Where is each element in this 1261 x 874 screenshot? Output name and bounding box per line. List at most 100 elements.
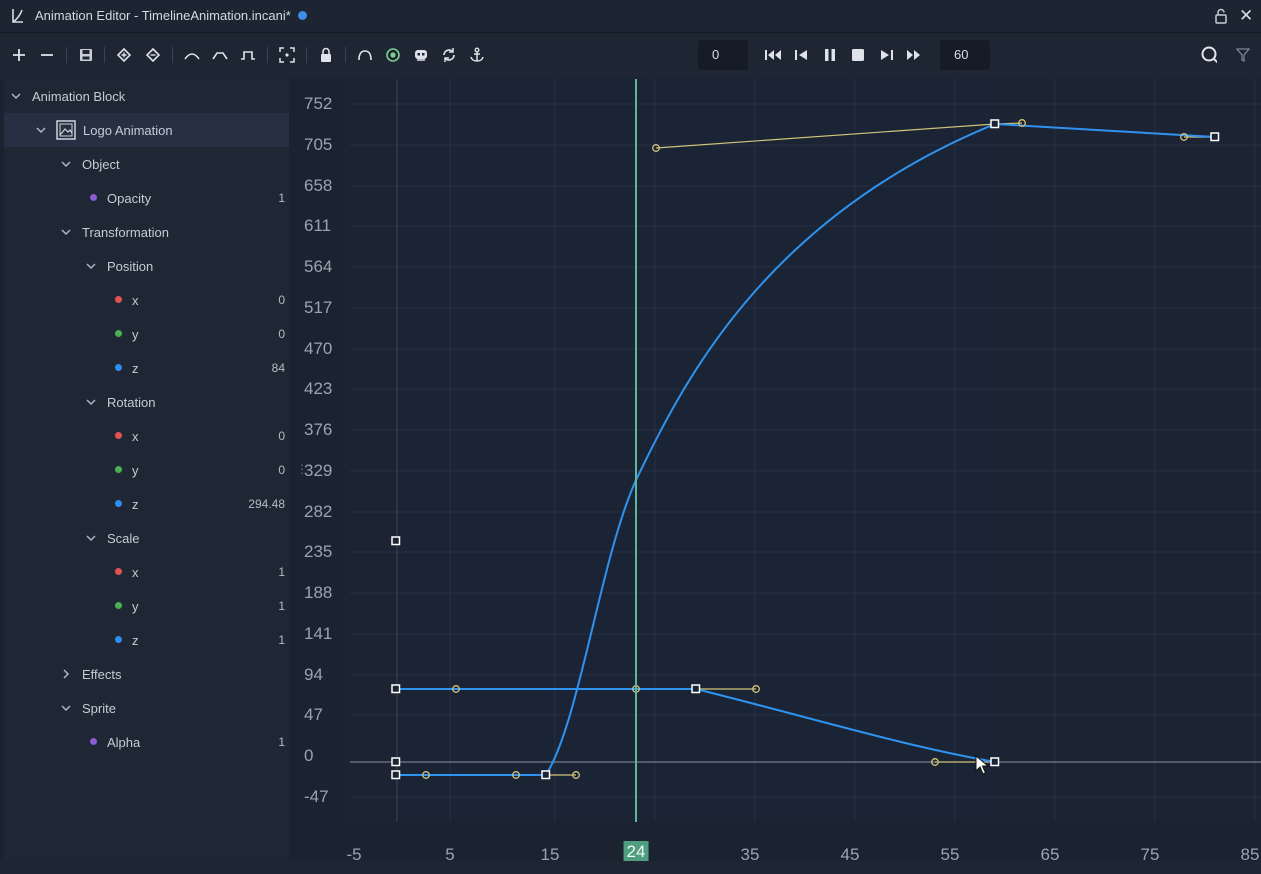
channel-dot-icon [115,432,122,439]
property-value[interactable]: 1 [278,565,285,579]
remove-icon[interactable] [39,47,55,63]
save-icon[interactable] [78,47,94,63]
tree-item-position[interactable]: Position [4,249,289,283]
curve-icon[interactable] [357,47,373,63]
tree-item-label: z [132,633,139,648]
toolbar-separator [306,47,307,63]
tree-item-rotation-x[interactable]: x 0 [4,419,289,453]
chevron-down-icon[interactable] [10,90,22,102]
value-tick-label: 282 [304,502,333,521]
time-tick-label: 15 [540,845,560,864]
tree-item-label: Position [107,259,154,274]
tree-item-transformation[interactable]: Transformation [4,215,289,249]
tree-item-position-x[interactable]: x 0 [4,283,289,317]
image-object-icon [56,120,76,140]
start-frame-input[interactable]: 0 [698,40,748,70]
loop-icon[interactable] [441,47,457,63]
chevron-down-icon[interactable] [60,702,72,714]
tree-item-position-z[interactable]: z 84 [4,351,289,385]
property-tree-panel: Animation Block Logo Animation Object Op… [4,79,289,861]
visibility-icon[interactable] [385,47,401,63]
skip-end-icon[interactable] [905,47,921,63]
tree-item-alpha[interactable]: Alpha 1 [4,725,289,759]
tree-item-label: x [132,565,139,580]
lock-icon[interactable] [318,47,334,63]
value-tick-label: 517 [304,298,333,317]
value-tick-label: 611 [304,216,332,235]
pause-icon[interactable] [822,47,838,63]
tree-item-logo-animation[interactable]: Logo Animation [4,113,289,147]
value-axis: 752 705 658 611 564 517 470 423 376 329 282 235 188 1… [304,79,344,861]
mouse-cursor-icon [975,755,989,775]
step-forward-icon[interactable] [878,47,894,63]
value-tick-label: 141 [304,624,333,643]
step-back-icon[interactable] [794,47,810,63]
tree-item-scale-z[interactable]: z 1 [4,623,289,657]
tree-item-animation-block[interactable]: Animation Block [4,79,289,113]
close-icon[interactable]: ✕ [1239,6,1254,25]
channel-dot-icon [115,500,122,507]
value-tick-label: 94 [304,665,323,684]
app-logo-icon [12,9,23,23]
time-tick-label: 5 [445,845,455,864]
current-frame-label[interactable]: 24 [623,841,649,862]
tree-item-position-y[interactable]: y 0 [4,317,289,351]
time-axis: -5 5 15 35 45 55 65 75 85 24 [344,822,1261,864]
tree-item-label: Transformation [82,225,169,240]
step-icon[interactable] [240,47,256,63]
search-icon[interactable] [1201,46,1217,64]
lock-window-icon[interactable] [1214,8,1228,24]
chevron-down-icon[interactable] [60,158,72,170]
tree-item-label: Rotation [107,395,156,410]
property-value[interactable]: 0 [278,463,285,477]
property-value[interactable]: 0 [278,327,285,341]
chevron-right-icon[interactable] [60,668,72,680]
curve-graph[interactable] [344,79,1261,822]
property-value[interactable]: 0 [278,293,285,307]
tree-item-effects[interactable]: Effects [4,657,289,691]
filter-icon[interactable] [1235,47,1251,63]
value-tick-label: 329 [304,461,333,480]
tree-item-rotation-z[interactable]: z 294.48 [4,487,289,521]
tree-item-label: y [132,327,139,342]
property-value[interactable]: 1 [278,735,285,749]
tree-item-object[interactable]: Object [4,147,289,181]
ease-in-icon[interactable] [184,47,200,63]
chevron-down-icon[interactable] [85,532,97,544]
toolbar: 0 60 [0,33,1261,78]
add-keyframe-icon[interactable] [116,47,132,63]
property-value[interactable]: 0 [278,429,285,443]
chevron-down-icon[interactable] [85,396,97,408]
value-tick-label: 564 [304,257,333,276]
tree-item-opacity[interactable]: Opacity 1 [4,181,289,215]
tree-item-rotation-y[interactable]: y 0 [4,453,289,487]
fit-view-icon[interactable] [279,47,295,63]
toolbar-separator [66,47,67,63]
value-tick-label: 235 [304,542,333,561]
property-value[interactable]: 1 [278,191,285,205]
property-value[interactable]: 84 [271,361,285,375]
anchor-icon[interactable] [469,47,485,63]
property-value[interactable]: 294.48 [248,497,285,511]
tree-item-sprite[interactable]: Sprite [4,691,289,725]
end-frame-input[interactable]: 60 [940,40,990,70]
remove-keyframe-icon[interactable] [145,47,161,63]
property-value[interactable]: 1 [278,599,285,613]
chevron-down-icon[interactable] [35,124,47,136]
tree-item-scale-y[interactable]: y 1 [4,589,289,623]
property-value[interactable]: 1 [278,633,285,647]
tree-item-scale[interactable]: Scale [4,521,289,555]
time-tick-label: 45 [840,845,860,864]
ghost-icon[interactable] [413,47,429,63]
tree-item-rotation[interactable]: Rotation [4,385,289,419]
tree-item-scale-x[interactable]: x 1 [4,555,289,589]
skip-start-icon[interactable] [765,47,781,63]
toolbar-separator [172,47,173,63]
chevron-down-icon[interactable] [85,260,97,272]
add-icon[interactable] [11,47,27,63]
grid-lines [350,79,1261,822]
stop-icon[interactable] [850,47,866,63]
chevron-down-icon[interactable] [60,226,72,238]
ease-out-icon[interactable] [212,47,228,63]
keyframes[interactable] [391,119,1220,780]
